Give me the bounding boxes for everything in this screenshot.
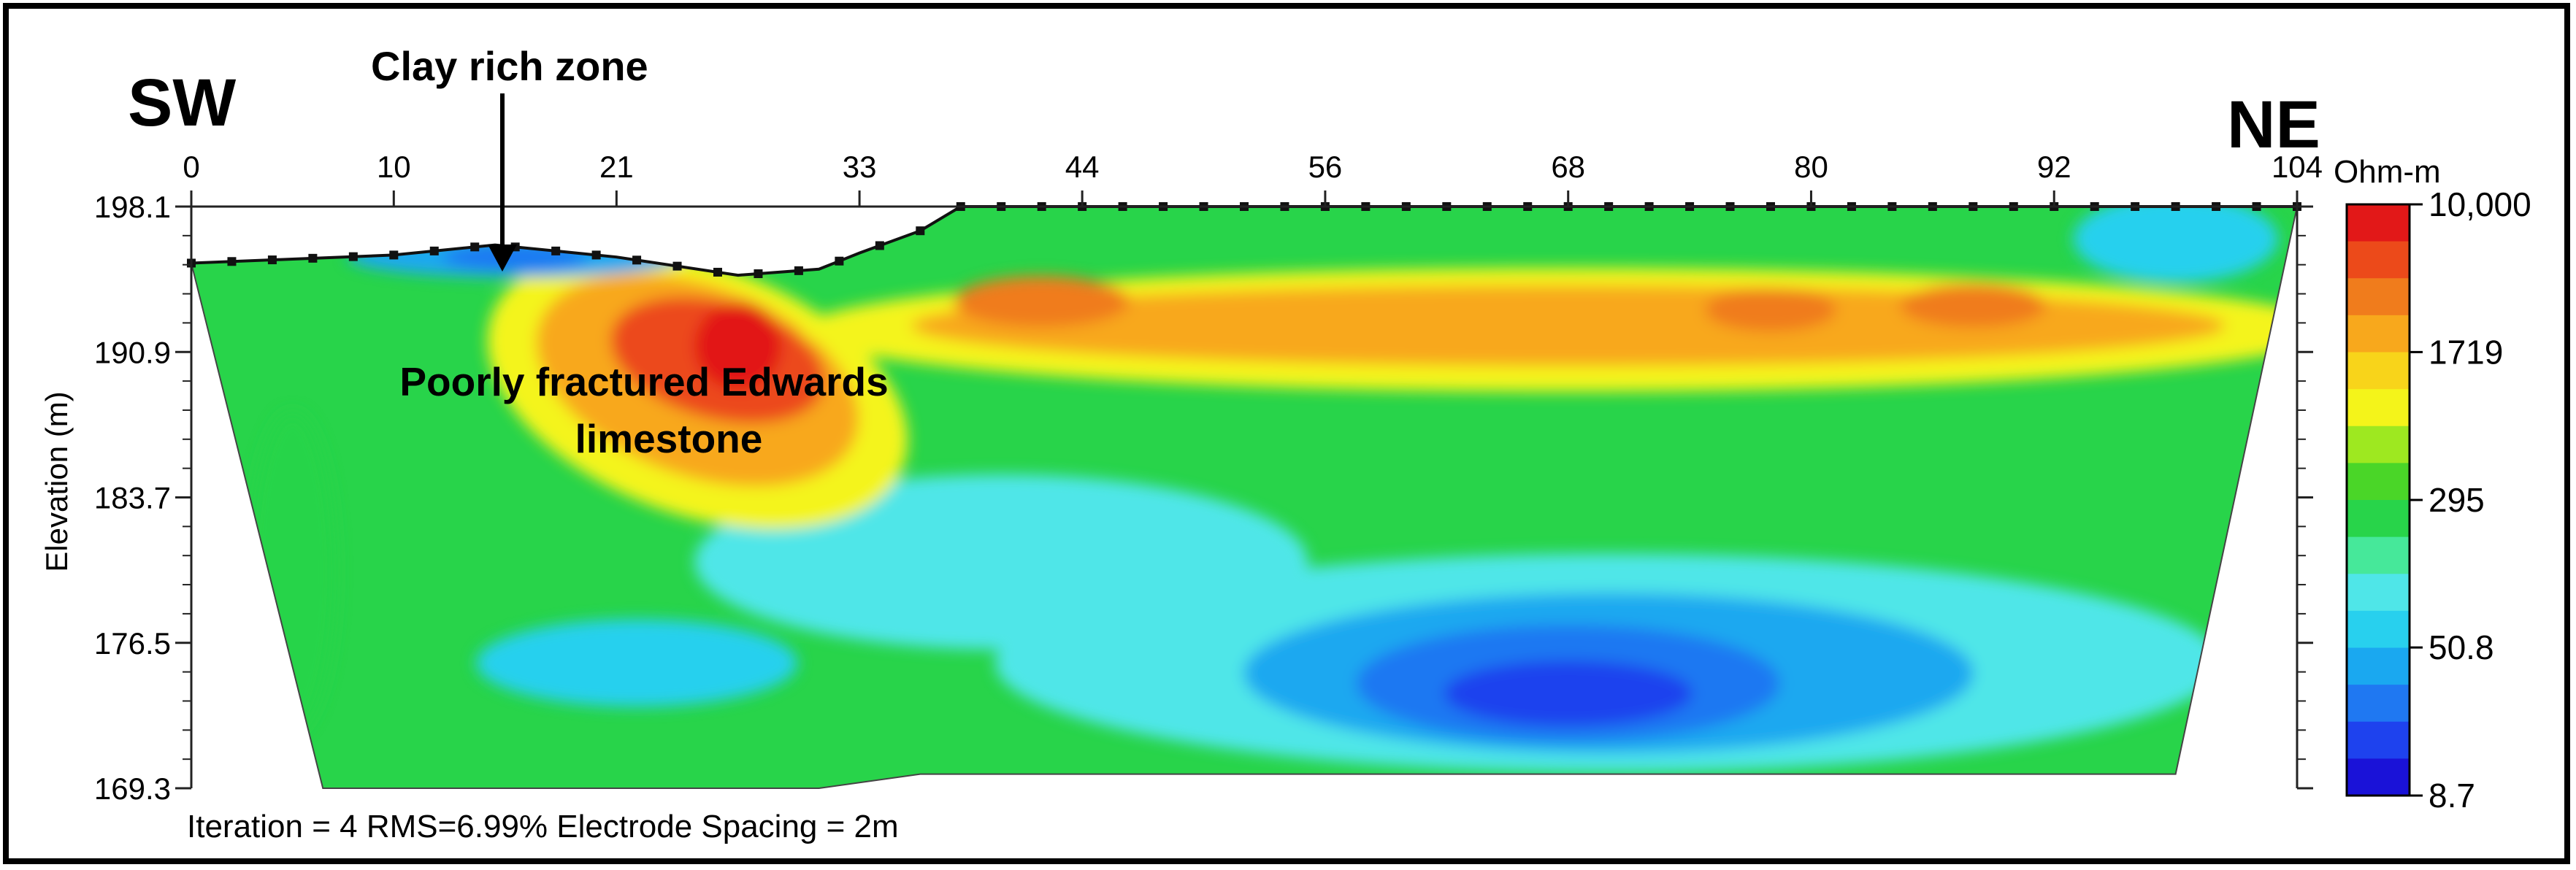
- x-tick-label: 21: [599, 150, 634, 184]
- electrode: [267, 255, 277, 265]
- colorbar-swatch: [2347, 536, 2410, 574]
- x-tick-label: 10: [377, 150, 411, 184]
- east-band-core-a: [954, 276, 1130, 328]
- colorbar-swatch: [2347, 721, 2410, 759]
- electrode: [470, 242, 480, 252]
- electrode: [348, 252, 358, 261]
- colorbar-swatch: [2347, 685, 2410, 723]
- electrode: [632, 255, 642, 265]
- sw-label: SW: [128, 66, 236, 140]
- colorbar-unit: Ohm-m: [2334, 154, 2441, 190]
- east-shallow-cyan: [2073, 207, 2278, 283]
- y-axis-ticks: 198.1 190.9 183.7 176.5 169.3: [94, 190, 2313, 806]
- x-tick-label: 33: [843, 150, 877, 184]
- y-tick-label: 198.1: [94, 190, 171, 224]
- electrode: [835, 256, 844, 266]
- colorbar-tick-label: 50.8: [2429, 628, 2494, 666]
- colorbar-swatch: [2347, 574, 2410, 612]
- colorbar-swatch: [2347, 500, 2410, 538]
- colorbar-swatch: [2347, 241, 2410, 279]
- colorbar-tick-label: 1719: [2429, 333, 2503, 371]
- low-zone-core: [1444, 660, 1693, 726]
- colorbar-swatch: [2347, 758, 2410, 796]
- x-tick-label: 44: [1065, 150, 1100, 184]
- y-tick-label: 183.7: [94, 481, 171, 515]
- electrode: [713, 267, 722, 277]
- x-tick-label: 0: [183, 150, 199, 184]
- colorbar-tick-label: 10,000: [2429, 185, 2531, 223]
- colorbar-tick-label: 8.7: [2429, 777, 2475, 815]
- ne-label: NE: [2227, 88, 2320, 162]
- colorbar-tick-label: 295: [2429, 481, 2485, 519]
- resistivity-section: [191, 207, 2297, 788]
- colorbar-swatch: [2347, 278, 2410, 316]
- east-band-mid: [911, 285, 2226, 366]
- colorbar-swatch: [2347, 315, 2410, 353]
- colorbar-swatch: [2347, 610, 2410, 648]
- electrode: [916, 226, 925, 236]
- surface-profile-line: [191, 205, 2297, 277]
- clay-zone-annotation: Clay rich zone: [371, 43, 648, 89]
- colorbar-swatch: [2347, 389, 2410, 427]
- colorbar-ticks: 10,000 1719 295 50.8 8.7: [2410, 185, 2531, 815]
- colorbar-swatch: [2347, 352, 2410, 390]
- electrode: [429, 246, 439, 255]
- colorbar-swatch: [2347, 647, 2410, 685]
- electrode: [794, 266, 803, 275]
- electrode: [672, 261, 682, 271]
- limestone-core: [694, 301, 782, 390]
- east-band-core-b: [1705, 288, 1836, 332]
- electrode: [591, 250, 601, 260]
- electrode: [227, 257, 237, 266]
- low-zone-west: [694, 474, 1308, 650]
- east-band-core-c: [1900, 283, 2047, 328]
- resistivity-blobs: [248, 207, 2297, 773]
- x-tick-label: 68: [1551, 150, 1585, 184]
- electrode: [308, 253, 318, 263]
- electrode: [551, 246, 561, 255]
- x-tick-label: 92: [2037, 150, 2071, 184]
- x-tick-label: 104: [2272, 150, 2323, 184]
- x-tick-label: 56: [1308, 150, 1343, 184]
- y-tick-label: 190.9: [94, 335, 171, 369]
- colorbar: [2345, 203, 2411, 797]
- x-tick-label: 80: [1794, 150, 1828, 184]
- y-tick-label: 176.5: [94, 626, 171, 661]
- y-axis-label: Elevation (m): [39, 391, 74, 571]
- colorbar-swatch: [2347, 426, 2410, 463]
- colorbar-swatch: [2347, 463, 2410, 501]
- clay-zone-arrow-head: [488, 245, 517, 272]
- limestone-annotation-line2: limestone: [575, 416, 763, 461]
- electrode: [875, 241, 884, 250]
- footer-info: Iteration = 4 RMS=6.99% Electrode Spacin…: [187, 809, 899, 844]
- x-axis-ticks: 0 10 21 33 44 56 68 80 92 104: [183, 150, 2323, 207]
- electrode: [754, 269, 763, 279]
- limestone-annotation-line1: Poorly fractured Edwards: [399, 359, 888, 404]
- low-zone-sw-pocket: [476, 619, 798, 707]
- colorbar-swatch: [2347, 204, 2410, 242]
- electrode: [389, 250, 399, 260]
- y-tick-label: 169.3: [94, 771, 171, 806]
